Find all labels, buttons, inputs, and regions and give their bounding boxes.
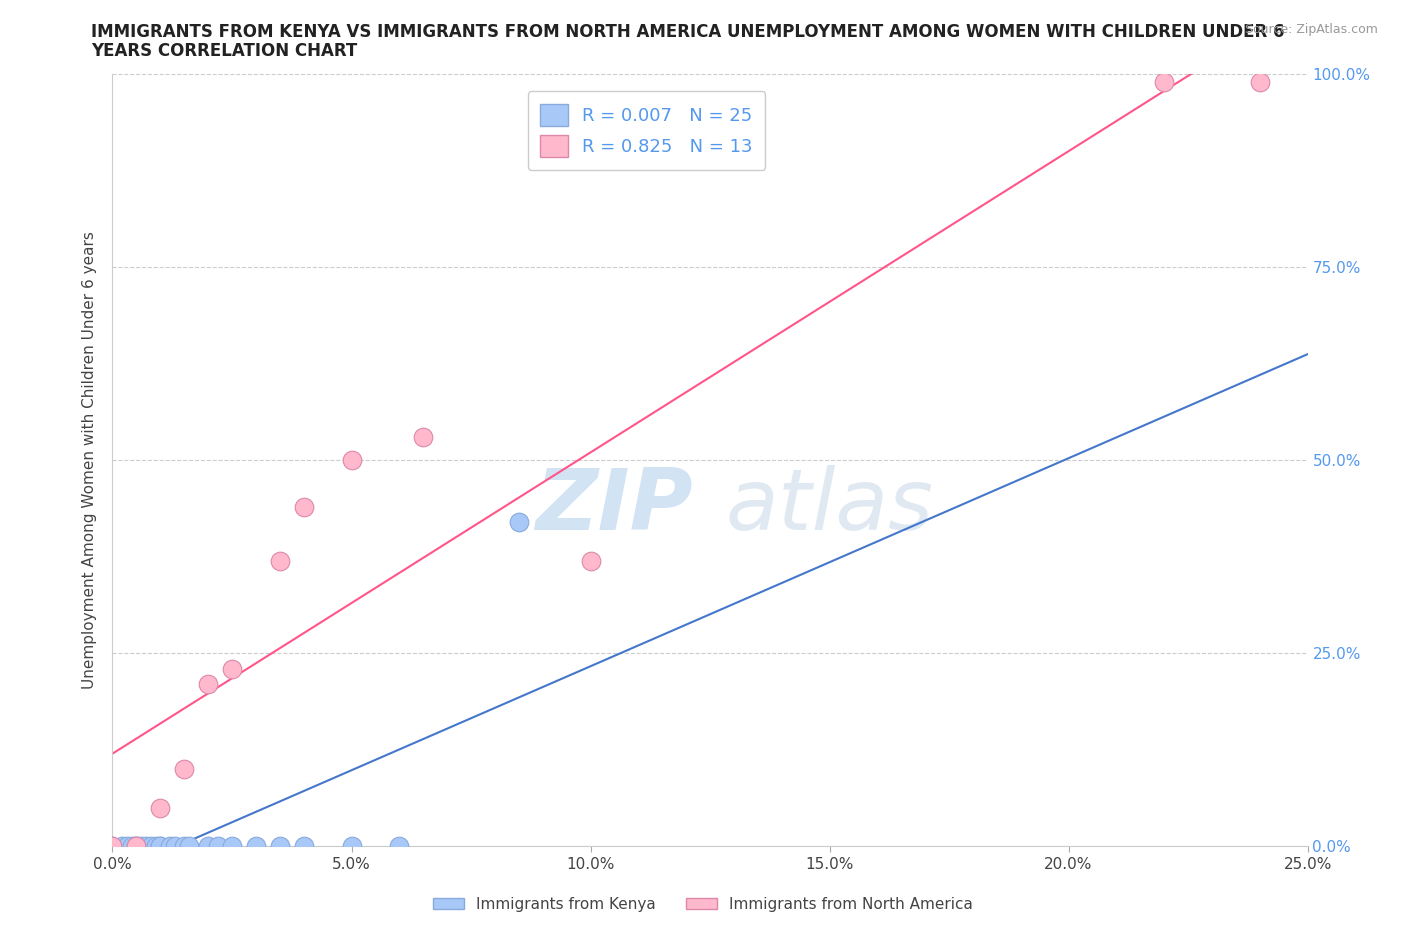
Point [1153,74,1175,89]
Point [125,839,148,854]
Point [245,839,267,854]
Point [121,839,143,854]
Point [197,677,219,692]
Point [115,839,138,854]
Text: Source: ZipAtlas.com: Source: ZipAtlas.com [1244,23,1378,36]
Point [579,553,602,568]
Point [149,800,172,815]
Point [101,839,124,854]
Text: IMMIGRANTS FROM KENYA VS IMMIGRANTS FROM NORTH AMERICA UNEMPLOYMENT AMONG WOMEN : IMMIGRANTS FROM KENYA VS IMMIGRANTS FROM… [91,23,1285,41]
Point [173,839,195,854]
Text: YEARS CORRELATION CHART: YEARS CORRELATION CHART [91,42,357,60]
Point [129,839,152,854]
Point [292,499,315,514]
Point [149,839,172,854]
Point [388,839,411,854]
Point [269,839,291,854]
Legend: R = 0.007   N = 25, R = 0.825   N = 13: R = 0.007 N = 25, R = 0.825 N = 13 [527,91,765,169]
Point [221,839,243,854]
Point [163,839,186,854]
Legend: Immigrants from Kenya, Immigrants from North America: Immigrants from Kenya, Immigrants from N… [427,891,979,918]
Point [149,839,172,854]
Point [340,453,363,468]
Point [135,839,157,854]
Point [173,762,195,777]
Point [125,839,148,854]
Point [197,839,219,854]
Text: atlas: atlas [725,465,934,548]
Point [221,661,243,676]
Point [269,553,291,568]
Point [412,430,434,445]
Point [207,839,229,854]
Point [340,839,363,854]
Point [111,839,134,854]
Point [101,839,124,854]
Point [177,839,200,854]
Point [139,839,162,854]
Point [508,514,530,529]
Point [292,839,315,854]
Point [145,839,167,854]
Text: ZIP: ZIP [536,465,693,548]
Point [1249,74,1271,89]
Y-axis label: Unemployment Among Women with Children Under 6 years: Unemployment Among Women with Children U… [82,232,97,689]
Point [125,839,148,854]
Point [159,839,181,854]
